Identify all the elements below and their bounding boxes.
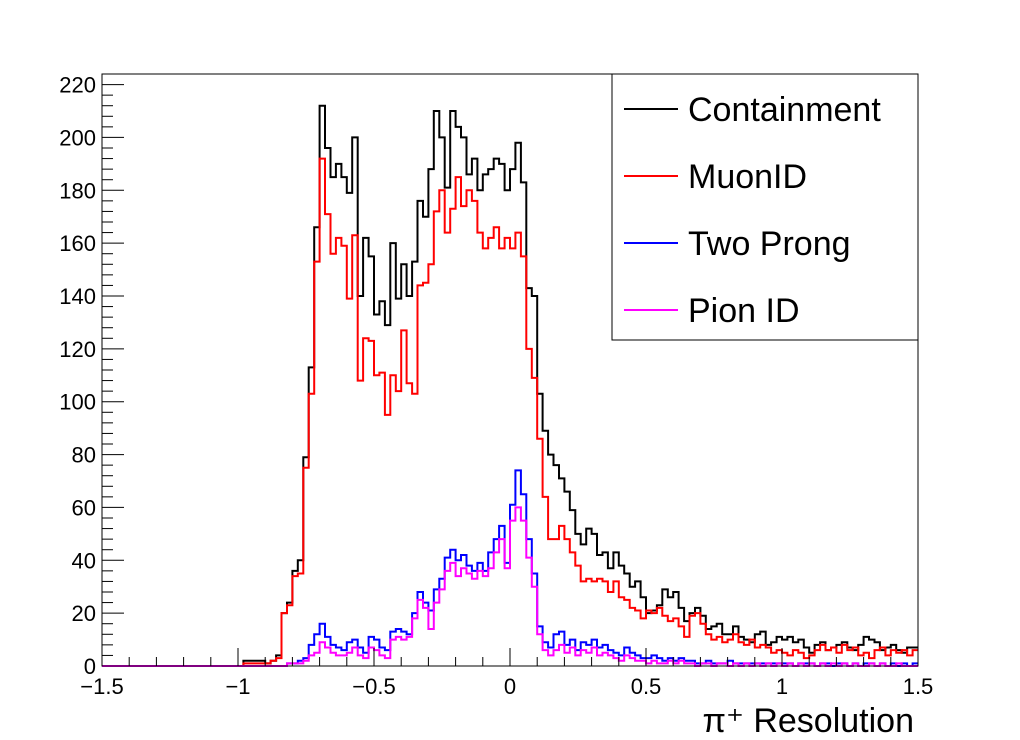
legend-label-muonid: MuonID	[688, 158, 807, 196]
y-tick-label: 220	[59, 73, 96, 98]
y-tick-label: 140	[59, 284, 96, 309]
y-tick-label: 200	[59, 125, 96, 150]
y-tick-label: 0	[84, 654, 96, 679]
x-tick-label: −1	[225, 674, 250, 699]
y-tick-label: 20	[72, 601, 96, 626]
axes-layer: −1.5 −1 −0.5 0 0.5 1 1.5 0 20 40 60 80 100 120 140 160 1…	[59, 73, 933, 699]
legend: Containment MuonID Two Prong Pion ID	[611, 73, 919, 341]
y-tick-label: 160	[59, 231, 96, 256]
series-line-muonid	[102, 157, 918, 667]
x-axis-title: π⁺ Resolution	[702, 702, 914, 740]
y-tick-label: 100	[59, 390, 96, 415]
x-tick-label: −1.5	[80, 674, 123, 699]
x-tick-label: 0.5	[631, 674, 662, 699]
y-tick-label: 40	[72, 548, 96, 573]
x-tick-label: 0	[504, 674, 516, 699]
legend-box	[611, 73, 919, 341]
series-layer	[102, 104, 918, 667]
y-tick-label: 120	[59, 337, 96, 362]
legend-label-two-prong: Two Prong	[688, 225, 851, 263]
y-tick-label: 60	[72, 495, 96, 520]
legend-label-containment: Containment	[688, 91, 881, 129]
legend-label-pion-id: Pion ID	[688, 292, 800, 330]
x-tick-label: 1.5	[903, 674, 934, 699]
legend-entries: Containment MuonID Two Prong Pion ID	[624, 91, 881, 330]
y-tick-label: 80	[72, 443, 96, 468]
series-line-containment	[102, 104, 918, 667]
x-tick-label: 1	[776, 674, 788, 699]
x-tick-label: −0.5	[352, 674, 395, 699]
y-tick-label: 180	[59, 178, 96, 203]
